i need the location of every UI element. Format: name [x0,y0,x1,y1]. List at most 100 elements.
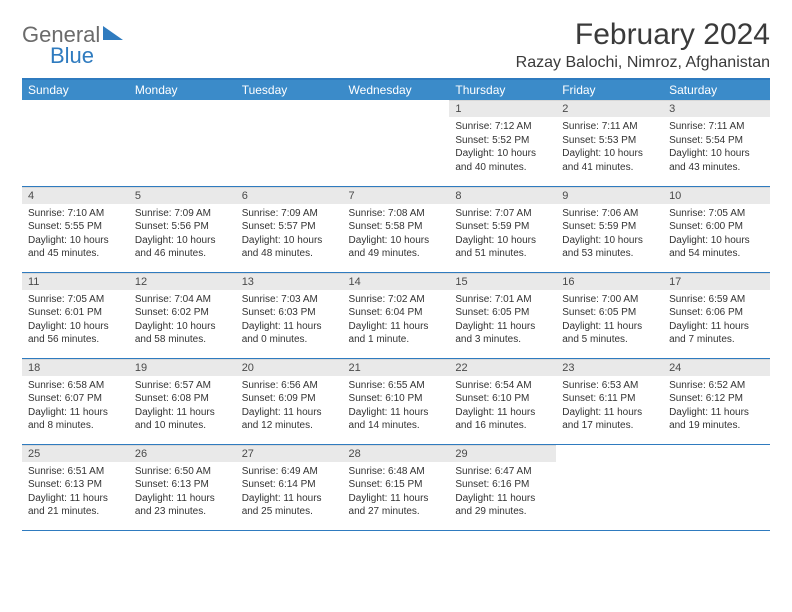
day-cell: 6Sunrise: 7:09 AMSunset: 5:57 PMDaylight… [236,186,343,272]
day-details: Sunrise: 7:05 AMSunset: 6:01 PMDaylight:… [22,290,129,351]
sunrise-line: Sunrise: 7:12 AM [455,120,550,134]
day-number: 6 [236,187,343,204]
daylight-line: Daylight: 10 hours and 46 minutes. [135,234,230,261]
day-cell: 22Sunrise: 6:54 AMSunset: 6:10 PMDayligh… [449,358,556,444]
sunrise-line: Sunrise: 7:03 AM [242,293,337,307]
daylight-line: Daylight: 10 hours and 56 minutes. [28,320,123,347]
sunrise-line: Sunrise: 7:05 AM [28,293,123,307]
daylight-line: Daylight: 10 hours and 58 minutes. [135,320,230,347]
daylight-line: Daylight: 11 hours and 8 minutes. [28,406,123,433]
day-cell: 2Sunrise: 7:11 AMSunset: 5:53 PMDaylight… [556,100,663,186]
day-cell [236,100,343,186]
daylight-line: Daylight: 11 hours and 21 minutes. [28,492,123,519]
week-row: 4Sunrise: 7:10 AMSunset: 5:55 PMDaylight… [22,186,770,272]
sunrise-line: Sunrise: 6:50 AM [135,465,230,479]
day-details: Sunrise: 6:50 AMSunset: 6:13 PMDaylight:… [129,462,236,523]
day-number: 25 [22,445,129,462]
logo-text-block: General Blue [22,24,123,67]
day-number: 18 [22,359,129,376]
day-number: 17 [663,273,770,290]
sunset-line: Sunset: 6:11 PM [562,392,657,406]
sunset-line: Sunset: 6:03 PM [242,306,337,320]
month-title: February 2024 [516,18,770,52]
day-number: 3 [663,100,770,117]
day-cell [663,444,770,530]
daylight-line: Daylight: 10 hours and 43 minutes. [669,147,764,174]
logo: General Blue [22,24,123,67]
day-number: 23 [556,359,663,376]
daylight-line: Daylight: 11 hours and 10 minutes. [135,406,230,433]
day-cell: 19Sunrise: 6:57 AMSunset: 6:08 PMDayligh… [129,358,236,444]
day-details: Sunrise: 7:09 AMSunset: 5:56 PMDaylight:… [129,204,236,265]
day-details: Sunrise: 6:48 AMSunset: 6:15 PMDaylight:… [343,462,450,523]
sunset-line: Sunset: 6:13 PM [28,478,123,492]
day-cell: 24Sunrise: 6:52 AMSunset: 6:12 PMDayligh… [663,358,770,444]
day-details: Sunrise: 6:57 AMSunset: 6:08 PMDaylight:… [129,376,236,437]
daylight-line: Daylight: 11 hours and 0 minutes. [242,320,337,347]
day-number: 12 [129,273,236,290]
daylight-line: Daylight: 10 hours and 51 minutes. [455,234,550,261]
day-number: 4 [22,187,129,204]
day-details: Sunrise: 7:10 AMSunset: 5:55 PMDaylight:… [22,204,129,265]
day-cell: 8Sunrise: 7:07 AMSunset: 5:59 PMDaylight… [449,186,556,272]
day-number: 11 [22,273,129,290]
day-number: 28 [343,445,450,462]
daylight-line: Daylight: 11 hours and 16 minutes. [455,406,550,433]
day-number: 24 [663,359,770,376]
day-details: Sunrise: 6:47 AMSunset: 6:16 PMDaylight:… [449,462,556,523]
day-cell: 15Sunrise: 7:01 AMSunset: 6:05 PMDayligh… [449,272,556,358]
day-header: Sunday [22,80,129,100]
daylight-line: Daylight: 10 hours and 48 minutes. [242,234,337,261]
day-number: 29 [449,445,556,462]
day-details: Sunrise: 7:06 AMSunset: 5:59 PMDaylight:… [556,204,663,265]
sunrise-line: Sunrise: 7:05 AM [669,207,764,221]
daylight-line: Daylight: 11 hours and 5 minutes. [562,320,657,347]
sunrise-line: Sunrise: 7:04 AM [135,293,230,307]
daylight-line: Daylight: 11 hours and 14 minutes. [349,406,444,433]
day-details: Sunrise: 7:02 AMSunset: 6:04 PMDaylight:… [343,290,450,351]
day-number: 16 [556,273,663,290]
day-details: Sunrise: 7:03 AMSunset: 6:03 PMDaylight:… [236,290,343,351]
daylight-line: Daylight: 11 hours and 7 minutes. [669,320,764,347]
sunset-line: Sunset: 6:05 PM [562,306,657,320]
day-cell: 12Sunrise: 7:04 AMSunset: 6:02 PMDayligh… [129,272,236,358]
day-number: 15 [449,273,556,290]
calendar-table: SundayMondayTuesdayWednesdayThursdayFrid… [22,80,770,531]
day-header: Wednesday [343,80,450,100]
daylight-line: Daylight: 11 hours and 3 minutes. [455,320,550,347]
sunset-line: Sunset: 6:10 PM [455,392,550,406]
sunset-line: Sunset: 5:55 PM [28,220,123,234]
day-cell: 10Sunrise: 7:05 AMSunset: 6:00 PMDayligh… [663,186,770,272]
day-number: 21 [343,359,450,376]
sunset-line: Sunset: 6:09 PM [242,392,337,406]
day-details: Sunrise: 7:07 AMSunset: 5:59 PMDaylight:… [449,204,556,265]
sunrise-line: Sunrise: 6:57 AM [135,379,230,393]
day-details: Sunrise: 7:05 AMSunset: 6:00 PMDaylight:… [663,204,770,265]
sunrise-line: Sunrise: 6:49 AM [242,465,337,479]
daylight-line: Daylight: 10 hours and 41 minutes. [562,147,657,174]
sunset-line: Sunset: 5:54 PM [669,134,764,148]
day-header: Monday [129,80,236,100]
day-cell: 26Sunrise: 6:50 AMSunset: 6:13 PMDayligh… [129,444,236,530]
daylight-line: Daylight: 10 hours and 40 minutes. [455,147,550,174]
sunrise-line: Sunrise: 6:55 AM [349,379,444,393]
sunrise-line: Sunrise: 7:11 AM [562,120,657,134]
calendar-body: 1Sunrise: 7:12 AMSunset: 5:52 PMDaylight… [22,100,770,530]
day-cell: 27Sunrise: 6:49 AMSunset: 6:14 PMDayligh… [236,444,343,530]
sunrise-line: Sunrise: 6:58 AM [28,379,123,393]
day-number: 7 [343,187,450,204]
day-cell [129,100,236,186]
day-cell: 23Sunrise: 6:53 AMSunset: 6:11 PMDayligh… [556,358,663,444]
sunset-line: Sunset: 6:00 PM [669,220,764,234]
daylight-line: Daylight: 10 hours and 49 minutes. [349,234,444,261]
day-number: 20 [236,359,343,376]
sunrise-line: Sunrise: 6:52 AM [669,379,764,393]
sunrise-line: Sunrise: 7:10 AM [28,207,123,221]
week-row: 18Sunrise: 6:58 AMSunset: 6:07 PMDayligh… [22,358,770,444]
sunset-line: Sunset: 6:14 PM [242,478,337,492]
sunset-line: Sunset: 5:56 PM [135,220,230,234]
sunset-line: Sunset: 6:05 PM [455,306,550,320]
sunset-line: Sunset: 6:01 PM [28,306,123,320]
day-details: Sunrise: 7:08 AMSunset: 5:58 PMDaylight:… [343,204,450,265]
day-cell: 20Sunrise: 6:56 AMSunset: 6:09 PMDayligh… [236,358,343,444]
